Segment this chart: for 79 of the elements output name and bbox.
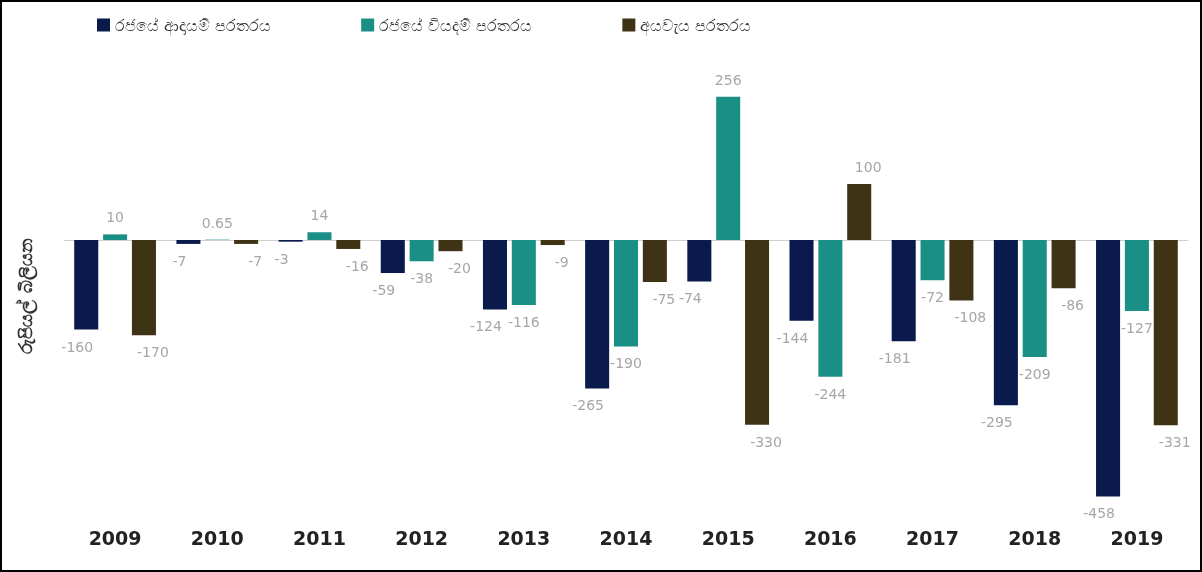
bar [336,240,361,249]
data-label: -124 [470,318,502,335]
legend-label: රජයේ වියදම් පරතරය [379,15,533,35]
data-label: -181 [878,350,911,367]
data-label: -20 [448,260,471,277]
bar [103,234,128,240]
bar [789,240,814,321]
data-label: -74 [678,290,702,307]
bar [1096,240,1121,497]
data-label: -3 [274,250,289,267]
bar [74,240,99,330]
bar [511,240,536,305]
data-label: 10 [106,209,124,226]
data-label: -458 [1083,505,1115,522]
data-label: -86 [1061,297,1085,314]
bar [1153,240,1178,426]
y-axis-title: රුපියල් බිලියන [14,238,38,354]
x-tick-label: 2015 [701,526,755,549]
bar [949,240,974,301]
bar [1051,240,1076,289]
x-tick-label: 2013 [497,526,551,549]
data-label: -331 [1158,434,1191,451]
bar [307,232,332,240]
data-label: -72 [921,289,944,306]
data-label: -295 [980,414,1013,431]
data-label: -7 [248,252,263,269]
bar [920,240,945,281]
data-label: -59 [372,282,396,299]
bar [687,240,712,282]
bar [482,240,507,310]
bar [234,240,259,244]
data-label: -330 [750,433,782,450]
bar [642,240,667,282]
data-label: -170 [137,344,169,361]
data-label: -108 [954,309,987,326]
bar [1124,240,1149,312]
x-tick-label: 2018 [1008,526,1062,549]
data-label: -7 [172,252,187,269]
x-tick-label: 2010 [190,526,244,549]
bar [176,240,201,244]
data-label: 0.65 [201,214,233,231]
x-tick-label: 2009 [88,526,142,549]
data-label: -209 [1018,366,1051,383]
bar [409,240,434,262]
bar [131,240,156,336]
data-label: -116 [507,313,540,330]
x-tick-label: 2017 [906,526,959,549]
bar [745,240,770,425]
bar [716,96,741,240]
bar [891,240,916,342]
bar [818,240,843,377]
data-label: -244 [814,385,847,402]
bar [1022,240,1047,358]
data-label: -144 [776,329,809,346]
data-label: -265 [572,397,605,414]
bar [993,240,1018,406]
bar [585,240,610,389]
legend-label: රජයේ ආදායම් පරතරය [115,15,272,36]
bar [847,184,872,240]
x-tick-label: 2014 [599,526,653,549]
x-tick-label: 2012 [395,526,449,549]
data-label: -9 [554,254,569,271]
x-tick-label: 2016 [803,526,857,549]
x-tick-label: 2011 [293,526,346,549]
data-label: -160 [61,338,94,355]
data-label: 256 [714,71,742,88]
data-label: -190 [610,355,642,372]
data-label: 14 [310,207,329,224]
legend-label: අයවැය පරතරය [640,15,752,36]
bar [613,240,639,347]
bar [380,240,405,274]
data-label: -38 [410,270,434,287]
data-label: -75 [652,291,676,307]
bar [438,240,463,252]
x-tick-label: 2019 [1110,526,1164,549]
data-label: -16 [345,257,369,274]
data-label: 100 [854,159,882,175]
bar [540,240,565,246]
data-label: -127 [1121,320,1153,337]
